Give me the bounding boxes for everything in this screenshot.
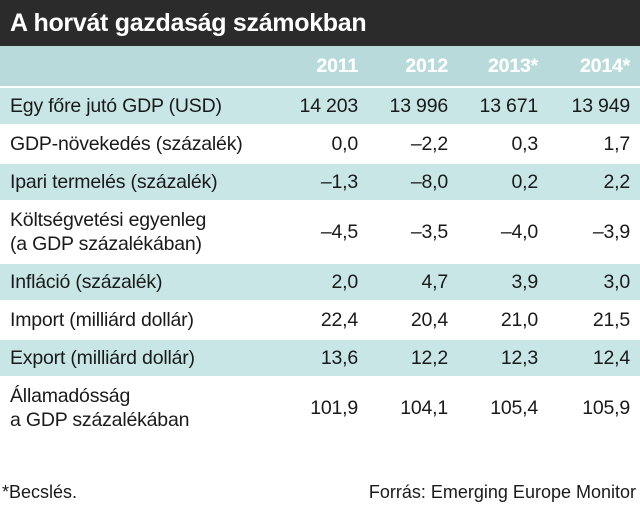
table-row: Költségvetési egyenleg (a GDP százalékáb… (0, 202, 640, 264)
row-label: Költségvetési egyenleg (a GDP százalékáb… (0, 208, 278, 256)
table-row: Export (milliárd dollár) 13,6 12,2 12,3 … (0, 340, 640, 378)
row-label-line: (a GDP százalékában) (10, 233, 202, 255)
table-cell: 22,4 (320, 308, 358, 331)
table-row: Import (milliárd dollár) 22,4 20,4 21,0 … (0, 302, 640, 340)
table-row: Ipari termelés (százalék) –1,3 –8,0 0,2 … (0, 164, 640, 202)
footer: *Becslés. Forrás: Emerging Europe Monito… (0, 474, 640, 510)
table-cell: –1,3 (320, 170, 358, 193)
row-label: GDP-növekedés (százalék) (10, 133, 243, 155)
column-header: 2013* (488, 54, 538, 77)
table-cell: 105,4 (490, 396, 538, 419)
table-cell: –3,9 (592, 220, 630, 243)
row-label: Államadósság a GDP százalékában (0, 384, 278, 432)
table-cell: 4,7 (421, 270, 448, 293)
row-label-line: Költségvetési egyenleg (10, 209, 207, 231)
row-label-line: Államadósság (10, 385, 131, 407)
table-row: Infláció (százalék) 2,0 4,7 3,9 3,0 (0, 264, 640, 302)
table-cell: 12,2 (410, 346, 448, 369)
table-cell: –2,2 (410, 132, 448, 155)
table-cell: 2,2 (603, 170, 630, 193)
table-cell: 0,3 (511, 132, 538, 155)
table-cell: 104,1 (400, 396, 448, 419)
table-cell: 101,9 (310, 396, 358, 419)
table-cell: 21,0 (500, 308, 538, 331)
table-cell: 105,9 (582, 396, 630, 419)
row-label: Import (milliárd dollár) (10, 309, 194, 331)
column-header: 2012 (405, 54, 448, 77)
table-cell: 0,0 (331, 132, 358, 155)
table-row: GDP-növekedés (százalék) 0,0 –2,2 0,3 1,… (0, 126, 640, 164)
table-cell: 1,7 (603, 132, 630, 155)
table-cell: 13 671 (479, 94, 539, 117)
data-table: 2011 2012 2013* 2014* Egy főre jutó GDP … (0, 46, 640, 440)
table-header-row: 2011 2012 2013* 2014* (0, 46, 640, 88)
source-credit: Forrás: Emerging Europe Monitor (368, 482, 636, 502)
table-cell: –3,5 (410, 220, 448, 243)
page-title: A horvát gazdaság számokban (0, 0, 640, 46)
table-row: Egy főre jutó GDP (USD) 14 203 13 996 13… (0, 88, 640, 126)
table-cell: 12,3 (500, 346, 538, 369)
footnote: *Becslés. (2, 482, 78, 502)
table-cell: 14 203 (299, 94, 359, 117)
table-cell: 13 949 (571, 94, 631, 117)
row-label: Egy főre jutó GDP (USD) (10, 95, 222, 117)
table-cell: 0,2 (511, 170, 538, 193)
table-row: Államadósság a GDP százalékában 101,9 10… (0, 378, 640, 440)
row-label-line: a GDP százalékában (10, 409, 190, 431)
table-cell: 12,4 (592, 346, 630, 369)
table-cell: 13 996 (389, 94, 449, 117)
table-cell: 2,0 (331, 270, 358, 293)
table-cell: 20,4 (410, 308, 448, 331)
table-cell: –4,0 (500, 220, 538, 243)
table-cell: 13,6 (320, 346, 358, 369)
table-cell: 21,5 (592, 308, 630, 331)
row-label: Infláció (százalék) (10, 271, 163, 293)
table-cell: –4,5 (320, 220, 358, 243)
table-cell: 3,9 (511, 270, 538, 293)
table-cell: –8,0 (410, 170, 448, 193)
column-header: 2014* (580, 54, 630, 77)
row-label: Ipari termelés (százalék) (10, 171, 218, 193)
row-label: Export (milliárd dollár) (10, 347, 195, 369)
column-header: 2011 (316, 54, 358, 77)
table-cell: 3,0 (603, 270, 630, 293)
